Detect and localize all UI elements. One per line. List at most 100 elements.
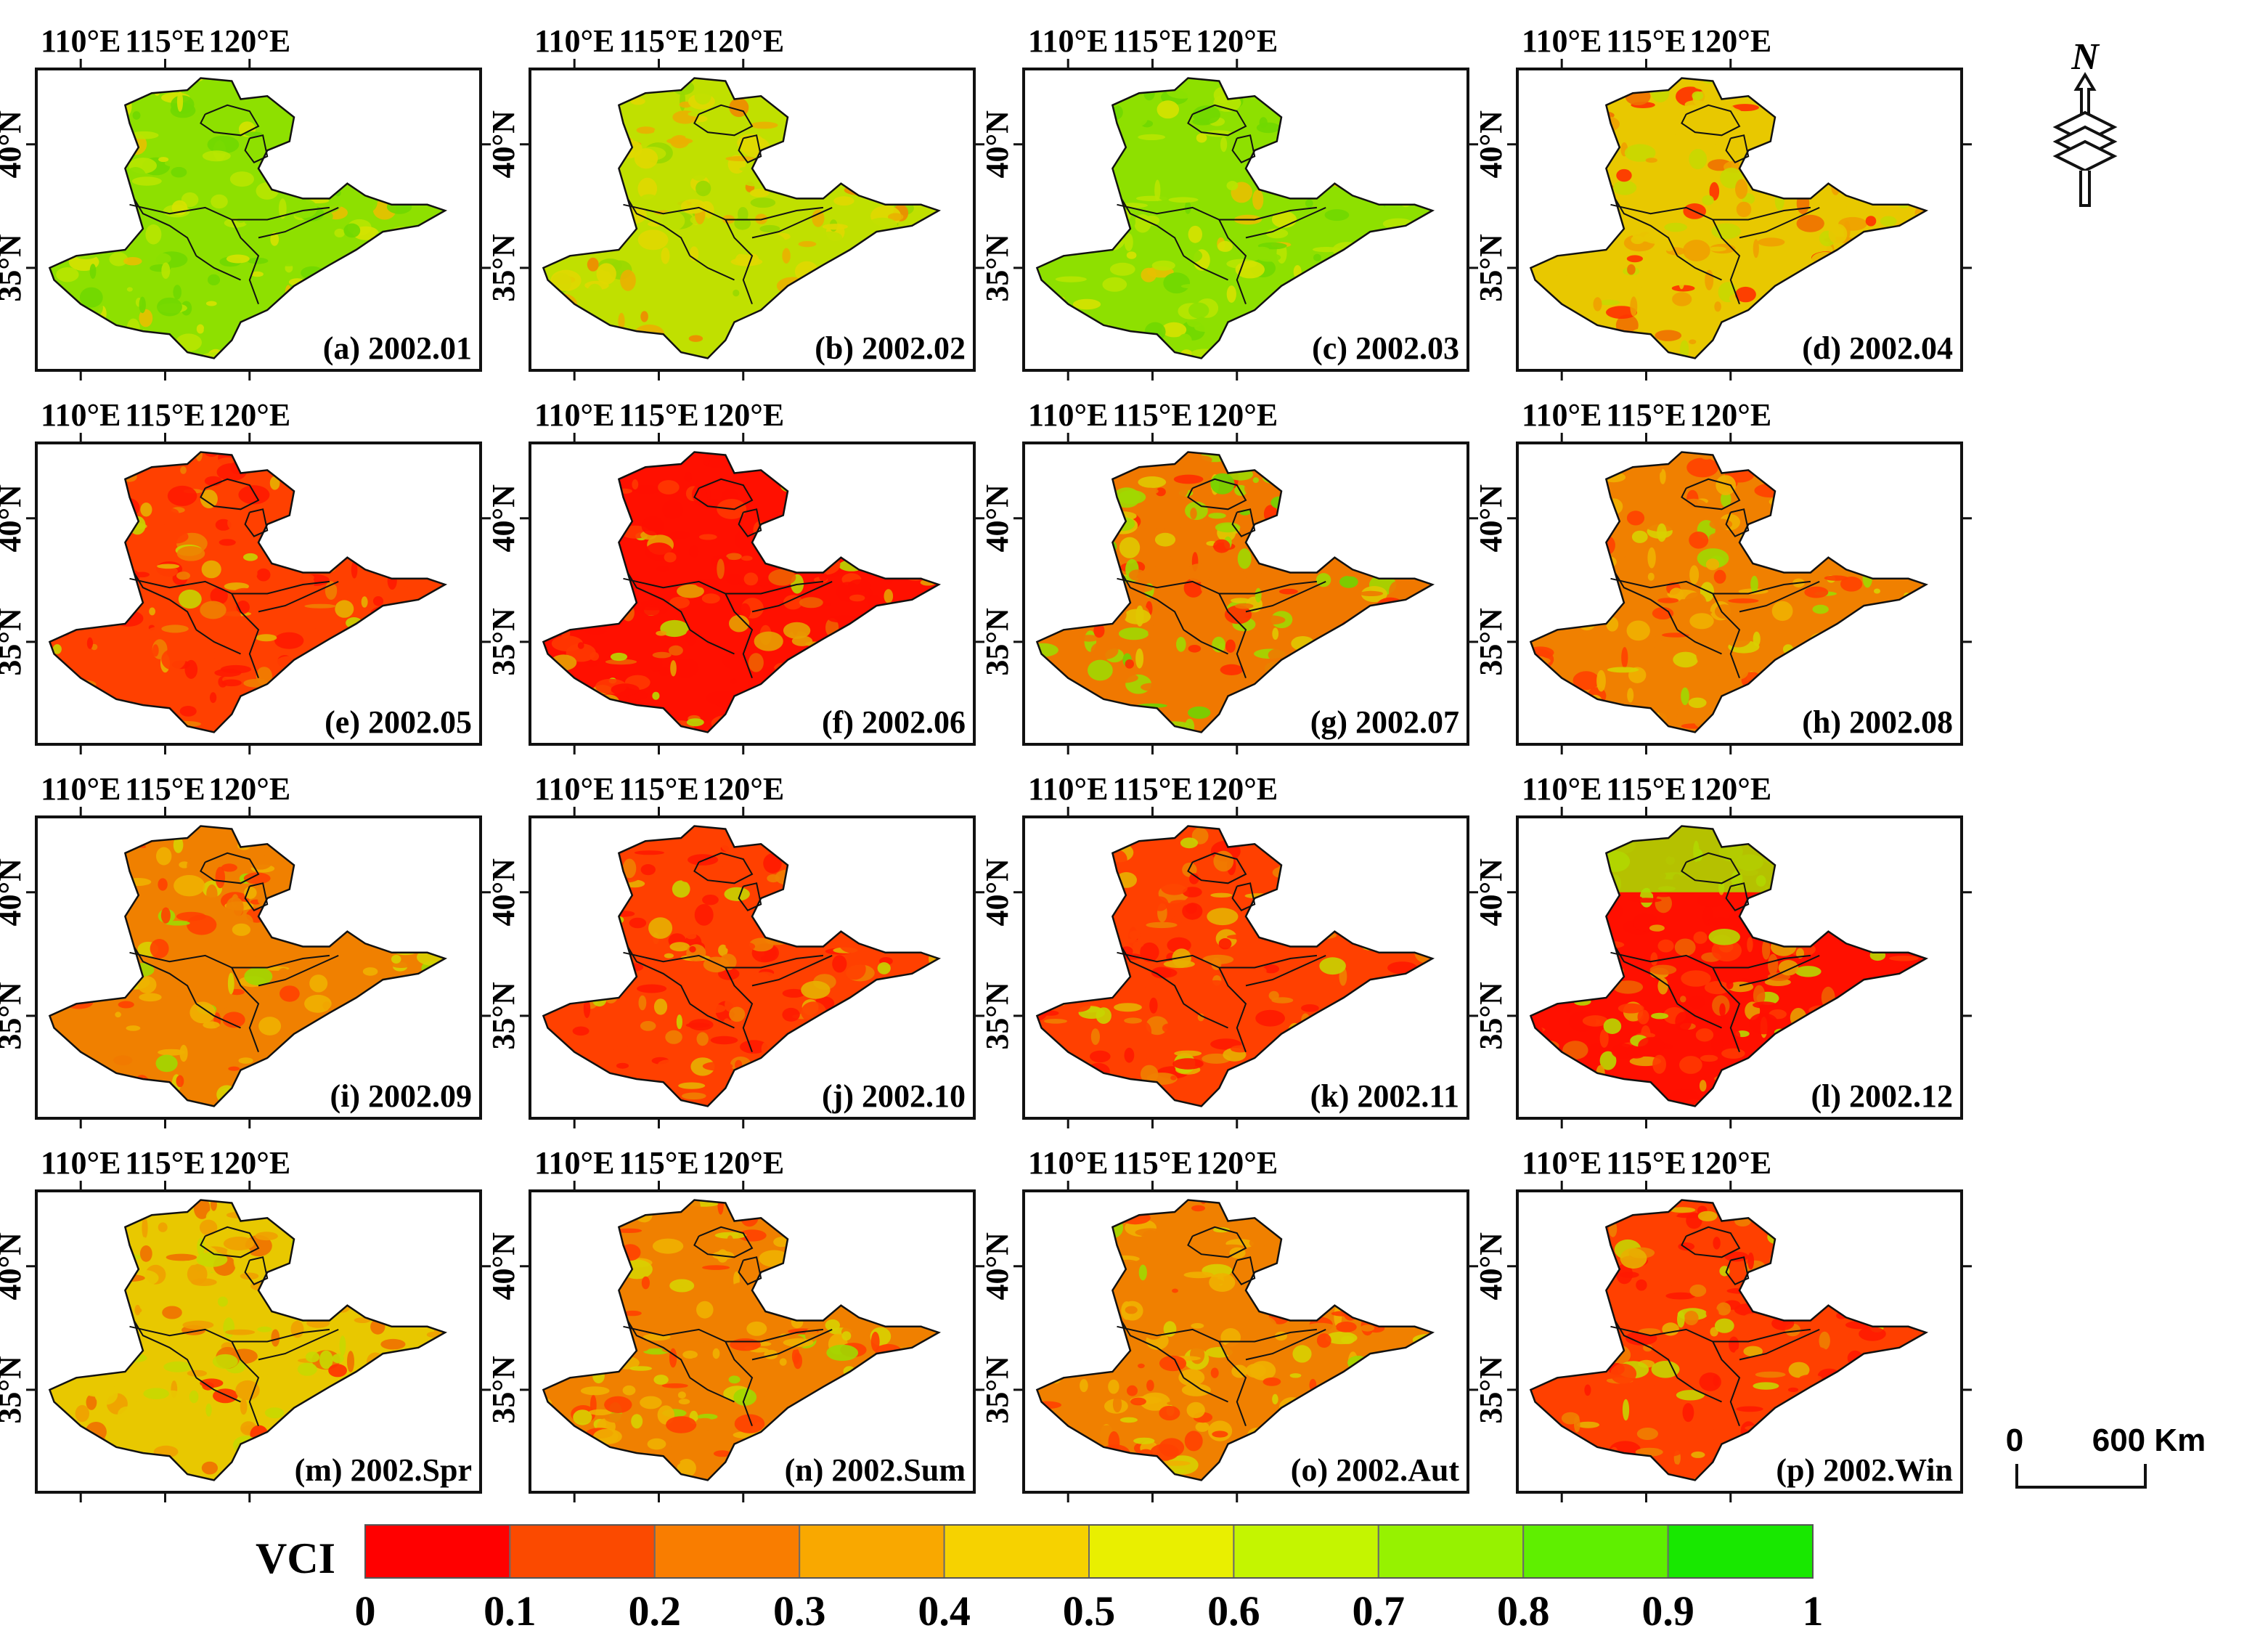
panel-caption: (k) 2002.11	[1310, 1078, 1459, 1114]
map-panel: 110°E 115°E 120°E 40°N 35°N (e) 2002.05	[0, 397, 491, 754]
legend-tick-label: 0	[355, 1587, 376, 1635]
latitude-label: 35°N	[979, 982, 1015, 1050]
vci-map-region	[1037, 826, 1432, 1107]
scale-bar-line	[2015, 1464, 2147, 1489]
map-panel: 110°E 115°E 120°E 40°N 35°N (g) 2002.07	[979, 397, 1478, 754]
latitude-label: 40°N	[0, 1232, 28, 1301]
panel-frame	[529, 68, 976, 372]
longitude-label: 115°E	[125, 771, 205, 807]
longitude-label: 115°E	[1606, 1145, 1686, 1181]
panel-caption: (n) 2002.Sum	[785, 1452, 966, 1488]
north-arrow-icon: N	[2052, 36, 2118, 207]
panel-caption: (p) 2002.Win	[1776, 1452, 1953, 1488]
panel-caption: (h) 2002.08	[1802, 704, 1953, 740]
legend-tick-label: 0.7	[1353, 1587, 1406, 1635]
latitude-label: 40°N	[0, 858, 28, 927]
latitude-label: 35°N	[0, 234, 28, 302]
panel-frame	[529, 815, 976, 1120]
legend-swatch	[1088, 1524, 1235, 1579]
panel-caption: (g) 2002.07	[1310, 704, 1459, 740]
legend-swatch	[1377, 1524, 1525, 1579]
longitude-label: 110°E	[534, 1145, 615, 1181]
legend-swatch	[509, 1524, 656, 1579]
legend-tick-label: 0.8	[1497, 1587, 1550, 1635]
latitude-label: 40°N	[1473, 858, 1509, 927]
longitude-label: 120°E	[702, 23, 784, 59]
longitude-label: 115°E	[125, 23, 205, 59]
longitude-label: 110°E	[1028, 771, 1109, 807]
legend-tick-label: 1	[1803, 1587, 1824, 1635]
longitude-label: 115°E	[619, 771, 699, 807]
legend-title: VCI	[256, 1534, 335, 1582]
map-panel: 110°E 115°E 120°E 40°N 35°N (c) 2002.03	[979, 23, 1478, 381]
legend-swatch	[364, 1524, 511, 1579]
longitude-label: 120°E	[1196, 397, 1278, 433]
longitude-label: 120°E	[1689, 1145, 1771, 1181]
longitude-label: 110°E	[1028, 1145, 1109, 1181]
map-panel: 110°E 115°E 120°E 40°N 35°N (m) 2002.Spr	[0, 1145, 491, 1502]
latitude-label: 35°N	[979, 234, 1015, 302]
map-panel: 110°E 115°E 120°E 40°N 35°N (h) 2002.08	[1473, 397, 1972, 754]
panel-frame	[1516, 68, 1963, 372]
panel-caption: (f) 2002.06	[822, 704, 966, 740]
panel-caption: (b) 2002.02	[815, 330, 966, 366]
longitude-label: 110°E	[1522, 771, 1602, 807]
map-panel: 110°E 115°E 120°E 40°N 35°N (p) 2002.Win	[1473, 1145, 1972, 1502]
panel-frame	[1516, 442, 1963, 746]
map-panel: 110°E 115°E 120°E 40°N 35°N (a) 2002.01	[0, 23, 491, 381]
panel-frame	[529, 442, 976, 746]
north-letter: N	[2071, 36, 2100, 78]
longitude-label: 120°E	[208, 23, 290, 59]
longitude-label: 115°E	[125, 397, 205, 433]
longitude-label: 115°E	[619, 23, 699, 59]
latitude-label: 40°N	[0, 484, 28, 553]
longitude-label: 120°E	[1196, 23, 1278, 59]
map-panel: 110°E 115°E 120°E 40°N 35°N (i) 2002.09	[0, 771, 491, 1128]
map-panel: 110°E 115°E 120°E 40°N 35°N (n) 2002.Sum	[486, 1145, 984, 1502]
panel-frame	[1022, 815, 1469, 1120]
longitude-label: 120°E	[702, 1145, 784, 1181]
latitude-label: 35°N	[0, 608, 28, 676]
longitude-label: 115°E	[1606, 23, 1686, 59]
panel-frame	[1022, 68, 1469, 372]
map-panel: 110°E 115°E 120°E 40°N 35°N (b) 2002.02	[486, 23, 984, 381]
longitude-label: 120°E	[208, 1145, 290, 1181]
latitude-label: 35°N	[1473, 608, 1509, 676]
longitude-label: 120°E	[1689, 23, 1771, 59]
latitude-label: 40°N	[486, 1232, 521, 1301]
latitude-label: 35°N	[0, 982, 28, 1050]
map-panel: 110°E 115°E 120°E 40°N 35°N (o) 2002.Aut	[979, 1145, 1478, 1502]
longitude-label: 120°E	[1689, 397, 1771, 433]
longitude-label: 110°E	[41, 1145, 121, 1181]
latitude-label: 40°N	[486, 484, 521, 553]
longitude-label: 115°E	[619, 397, 699, 433]
longitude-label: 110°E	[1028, 397, 1109, 433]
longitude-label: 120°E	[1196, 771, 1278, 807]
legend-tick-label: 0.5	[1063, 1587, 1116, 1635]
vci-map-region	[543, 78, 939, 359]
longitude-label: 120°E	[702, 771, 784, 807]
latitude-label: 40°N	[979, 110, 1015, 179]
longitude-label: 115°E	[1112, 23, 1193, 59]
latitude-label: 35°N	[1473, 1356, 1509, 1424]
panel-frame	[1516, 815, 1963, 1120]
panel-caption: (a) 2002.01	[323, 330, 472, 366]
latitude-label: 40°N	[0, 110, 28, 179]
longitude-label: 120°E	[208, 771, 290, 807]
vci-legend: VCI 0 0.1 0.2 0.3 0.4 0.5 0.6 0.7 0.8 0.9 1	[256, 1524, 1824, 1635]
longitude-label: 110°E	[1522, 23, 1602, 59]
longitude-label: 120°E	[1196, 1145, 1278, 1181]
latitude-label: 35°N	[486, 234, 521, 302]
latitude-label: 40°N	[486, 110, 521, 179]
latitude-label: 35°N	[1473, 982, 1509, 1050]
panel-frame	[1022, 442, 1469, 746]
map-panel: 110°E 115°E 120°E 40°N 35°N (k) 2002.11	[979, 771, 1478, 1128]
panel-frame	[1516, 1189, 1963, 1494]
longitude-label: 110°E	[41, 23, 121, 59]
panel-caption: (c) 2002.03	[1312, 330, 1459, 366]
latitude-label: 40°N	[979, 858, 1015, 927]
latitude-label: 40°N	[979, 484, 1015, 553]
panel-caption: (o) 2002.Aut	[1291, 1452, 1460, 1488]
